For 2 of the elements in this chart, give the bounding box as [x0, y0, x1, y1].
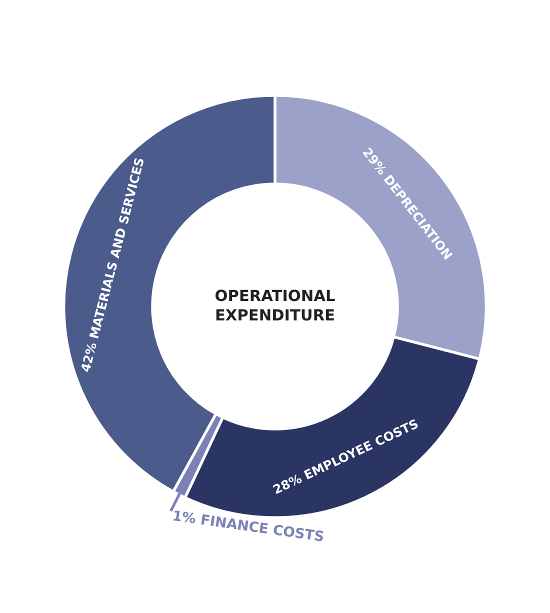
slice-label: 1% FINANCE COSTS — [173, 510, 324, 542]
text: OPERATIONAL EXPENDITURE — [216, 290, 335, 321]
